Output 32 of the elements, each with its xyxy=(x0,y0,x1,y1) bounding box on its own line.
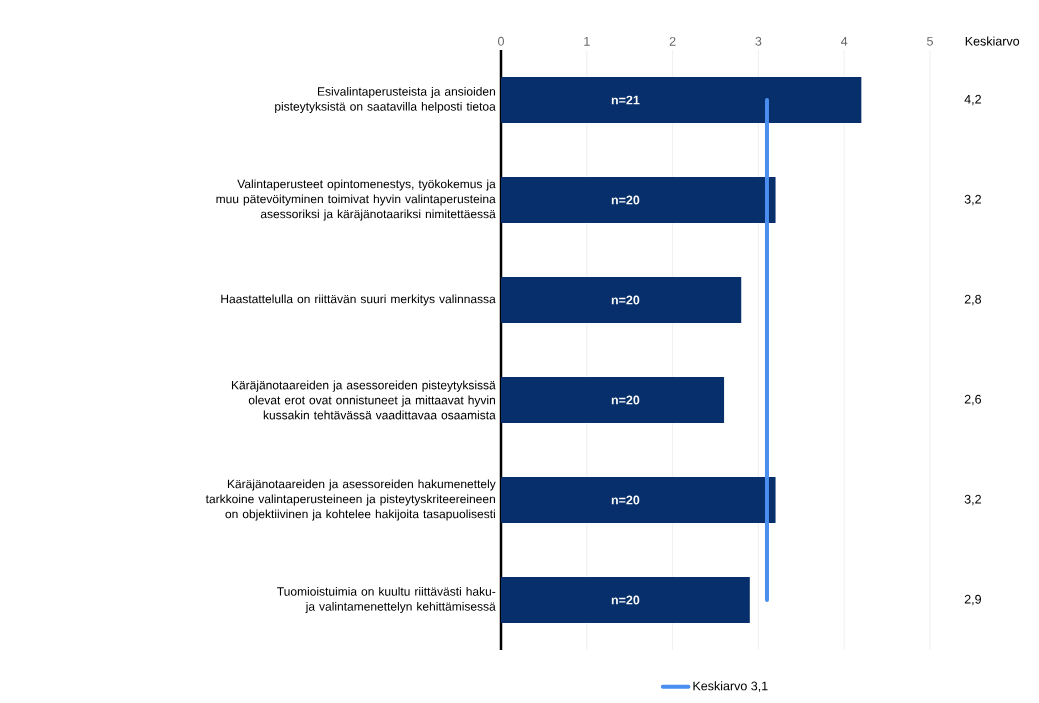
legend-label: Keskiarvo 3,1 xyxy=(693,681,768,692)
y-tick-label: Valintaperusteet opintomenestys, työkokemus ja muu pätevöityminen toimivat hyvin valintaperusteina asessoriksi ja käräjänotaariksi nimitettäessä xyxy=(216,179,496,221)
bar xyxy=(501,476,776,523)
data-label: 2,8 xyxy=(964,294,982,306)
y-tick-label: Käräjänotaareiden ja asessoreiden pisteytyksissä olevat erot ovat onnistuneet ja mittaavat hyvin kussakin tehtävässä vaadittavaa osaamista xyxy=(231,380,496,420)
data-label: 4,2 xyxy=(964,94,981,106)
annotation: n=20 xyxy=(611,395,640,405)
data-label: 2,6 xyxy=(964,394,982,406)
y-tick-label: Tuomioistuimia on kuultu riittävästi haku- ja valintamenettelyn kehittämisessä xyxy=(277,586,496,614)
y-tick-label: Käräjänotaareiden ja asessoreiden hakumenettely tarkkoine valintaperusteineen ja pisteytyskriteereineen on objektiivinen ja kohtelee hakijoita tasapuolisesti xyxy=(205,479,496,521)
data-label: 3,2 xyxy=(964,194,981,206)
x-tick-label: 5 xyxy=(927,36,933,46)
x-tick-label: 0 xyxy=(498,36,504,46)
data-label: 2,9 xyxy=(964,594,981,606)
x-tick-label: 3 xyxy=(755,36,762,46)
annotation: n=20 xyxy=(611,295,640,305)
x-tick-label: 1 xyxy=(584,37,590,46)
bar xyxy=(501,376,725,423)
y-tick-label: Haastattelulla on riittävän suuri merkitys valinnassa xyxy=(221,294,496,306)
y-tick-label: Esivalintaperusteista ja ansioiden pisteytyksistä on saatavilla helposti tietoa xyxy=(275,86,496,114)
x-tick-label: 4 xyxy=(841,37,848,46)
bar xyxy=(501,76,862,123)
annotation: n=21 xyxy=(611,95,640,105)
annotation: n=20 xyxy=(611,195,640,205)
annotation: n=20 xyxy=(611,495,640,505)
data-label: 3,2 xyxy=(964,494,981,506)
bar xyxy=(501,576,750,623)
bar xyxy=(501,176,776,223)
text: Keskiarvo xyxy=(965,36,1020,46)
bar xyxy=(501,276,742,323)
x-tick-label: 2 xyxy=(669,36,676,46)
annotation: n=20 xyxy=(611,595,640,605)
